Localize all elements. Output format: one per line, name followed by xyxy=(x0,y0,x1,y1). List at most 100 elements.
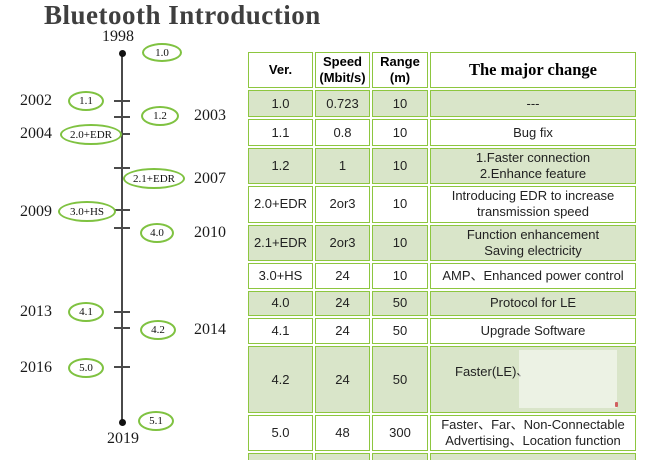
version-bubble-5-0: 5.0 xyxy=(68,358,104,378)
year-label-2004: 2004 xyxy=(20,125,52,142)
table-row: 5.1 48 300 Better location function xyxy=(248,453,636,460)
cell-change: Faster(LE)、 xyxy=(430,345,636,414)
cell-ver: 4.2 xyxy=(248,345,313,414)
table-row: 5.0 48 300 Faster、Far、Non-Connectable Ad… xyxy=(248,415,636,452)
cell-speed: 48 xyxy=(315,415,370,452)
cell-ver: 3.0+HS xyxy=(248,262,313,289)
cell-range: 300 xyxy=(372,415,428,452)
cell-range: 50 xyxy=(372,345,428,414)
timeline-tick xyxy=(114,100,130,102)
header-ver: Ver. xyxy=(248,52,313,88)
table-row: 1.2 1 10 1.Faster connection 2.Enhance f… xyxy=(248,148,636,184)
header-major-change: The major change xyxy=(430,52,636,88)
cell-range: 10 xyxy=(372,90,428,117)
cell-ver: 2.0+EDR xyxy=(248,185,313,223)
cell-speed: 0.723 xyxy=(315,90,370,117)
cell-speed: 0.8 xyxy=(315,119,370,146)
cell-speed: 24 xyxy=(315,317,370,344)
timeline-end-dot xyxy=(119,419,126,426)
version-bubble-2-1-edr: 2.1+EDR xyxy=(123,168,185,189)
cell-range: 50 xyxy=(372,290,428,316)
cell-range: 10 xyxy=(372,148,428,184)
cell-ver: 1.1 xyxy=(248,119,313,146)
table-row: 1.1 0.8 10 Bug fix xyxy=(248,119,636,146)
year-label-1998: 1998 xyxy=(102,28,134,45)
cell-change: Faster、Far、Non-Connectable Advertising、L… xyxy=(430,415,636,452)
cell-range: 300 xyxy=(372,453,428,460)
cell-ver: 1.0 xyxy=(248,90,313,117)
timeline-tick xyxy=(114,133,130,135)
erased-patch xyxy=(519,349,617,409)
version-bubble-1-2: 1.2 xyxy=(141,106,179,126)
year-label-2016: 2016 xyxy=(20,359,52,376)
timeline-tick xyxy=(114,327,130,329)
cell-ver: 5.0 xyxy=(248,415,313,452)
cell-ver: 4.1 xyxy=(248,317,313,344)
table-row: 3.0+HS 24 10 AMP、Enhanced power control xyxy=(248,262,636,289)
cell-range: 10 xyxy=(372,185,428,223)
cell-change: Introducing EDR to increase transmission… xyxy=(430,185,636,223)
version-bubble-5-1: 5.1 xyxy=(138,411,174,431)
cell-speed: 2or3 xyxy=(315,185,370,223)
year-label-2003: 2003 xyxy=(194,107,226,124)
timeline-tick xyxy=(114,311,130,313)
page-title: Bluetooth Introduction xyxy=(44,0,321,30)
table-header-row: Ver. Speed (Mbit/s) Range (m) The major … xyxy=(248,52,636,88)
year-label-2013: 2013 xyxy=(20,303,52,320)
cell-range: 10 xyxy=(372,262,428,289)
table-row: 4.2 24 50 Faster(LE)、 xyxy=(248,345,636,414)
version-bubble-2-0-edr: 2.0+EDR xyxy=(60,124,122,145)
version-bubble-4-0: 4.0 xyxy=(140,223,174,243)
timeline-tick xyxy=(114,116,130,118)
version-bubble-4-2: 4.2 xyxy=(140,320,176,340)
table-row: 4.1 24 50 Upgrade Software xyxy=(248,317,636,344)
year-label-2007: 2007 xyxy=(194,170,226,187)
timeline-tick xyxy=(114,227,130,229)
cell-change: --- xyxy=(430,90,636,117)
cell-change: Bug fix xyxy=(430,119,636,146)
timeline-tick xyxy=(114,167,130,169)
cell-ver: 5.1 xyxy=(248,453,313,460)
timeline-start-dot xyxy=(119,50,126,57)
cell-range: 50 xyxy=(372,317,428,344)
year-label-2002: 2002 xyxy=(20,92,52,109)
cell-speed: 1 xyxy=(315,148,370,184)
year-label-2019: 2019 xyxy=(107,430,139,447)
cell-speed: 24 xyxy=(315,345,370,414)
red-artifact xyxy=(615,402,618,408)
version-bubble-4-1: 4.1 xyxy=(68,302,104,322)
version-bubble-1-0: 1.0 xyxy=(142,43,182,62)
cell-change: Upgrade Software xyxy=(430,317,636,344)
cell-change: 1.Faster connection 2.Enhance feature xyxy=(430,148,636,184)
timeline-axis xyxy=(121,53,123,423)
cell-speed: 24 xyxy=(315,290,370,316)
year-label-2014: 2014 xyxy=(194,321,226,338)
cell-speed: 2or3 xyxy=(315,224,370,261)
cell-ver: 4.0 xyxy=(248,290,313,316)
cell-speed: 48 xyxy=(315,453,370,460)
year-label-2009: 2009 xyxy=(20,203,52,220)
cell-change: Protocol for LE xyxy=(430,290,636,316)
bluetooth-version-table: Ver. Speed (Mbit/s) Range (m) The major … xyxy=(246,50,638,460)
cell-speed: 24 xyxy=(315,262,370,289)
cell-range: 10 xyxy=(372,119,428,146)
table-row: 4.0 24 50 Protocol for LE xyxy=(248,290,636,316)
header-speed: Speed (Mbit/s) xyxy=(315,52,370,88)
cell-change: AMP、Enhanced power control xyxy=(430,262,636,289)
table-row: 1.0 0.723 10 --- xyxy=(248,90,636,117)
table-row: 2.0+EDR 2or3 10 Introducing EDR to incre… xyxy=(248,185,636,223)
timeline-tick xyxy=(114,209,130,211)
cell-change: Function enhancement Saving electricity xyxy=(430,224,636,261)
cell-ver: 1.2 xyxy=(248,148,313,184)
version-bubble-3-0-hs: 3.0+HS xyxy=(58,201,116,222)
cell-change: Better location function xyxy=(430,453,636,460)
year-label-2010: 2010 xyxy=(194,224,226,241)
version-bubble-1-1: 1.1 xyxy=(68,91,104,111)
cell-range: 10 xyxy=(372,224,428,261)
table-row: 2.1+EDR 2or3 10 Function enhancement Sav… xyxy=(248,224,636,261)
cell-change-text: Faster(LE)、 xyxy=(455,363,530,379)
timeline-tick xyxy=(114,366,130,368)
cell-ver: 2.1+EDR xyxy=(248,224,313,261)
header-range: Range (m) xyxy=(372,52,428,88)
